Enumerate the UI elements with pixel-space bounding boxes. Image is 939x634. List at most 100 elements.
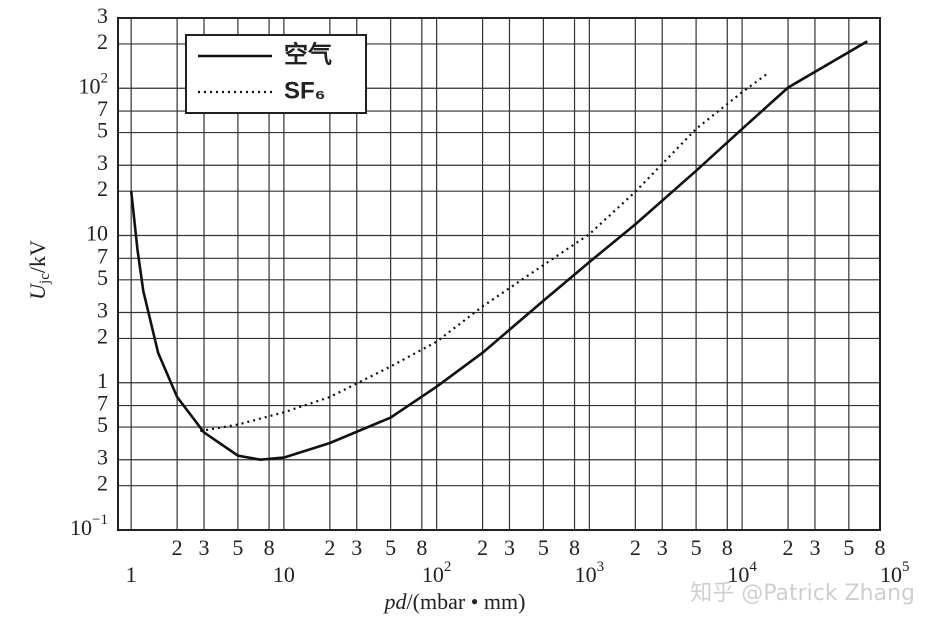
x-tick-label: 3 <box>504 535 515 560</box>
y-tick-label-text: 7 <box>97 391 108 416</box>
x-tick-label: 2 <box>477 535 488 560</box>
y-tick-label: 5 <box>97 118 108 143</box>
x-tick-label: 103 <box>575 559 605 587</box>
x-tick-label: 2 <box>172 535 183 560</box>
y-tick-label-sup: −1 <box>92 512 108 528</box>
x-tick-label: 2 <box>324 535 335 560</box>
y-tick-label: 3 <box>97 3 108 28</box>
x-tick-label: 104 <box>727 559 757 587</box>
y-tick-label: 5 <box>97 265 108 290</box>
y-tick-label: 3 <box>97 150 108 175</box>
y-tick-label: 10−1 <box>70 512 108 540</box>
y-tick-label: 2 <box>97 471 108 496</box>
x-tick-label: 8 <box>722 535 733 560</box>
x-tick-label: 5 <box>691 535 702 560</box>
x-tick-label-sup: 4 <box>749 559 757 575</box>
x-tick-label-text: 2 <box>477 535 488 560</box>
x-tick-label-sup: 5 <box>902 559 910 575</box>
x-tick-label-text: 5 <box>385 535 396 560</box>
y-label-var: U <box>25 282 50 300</box>
x-tick-label: 8 <box>264 535 275 560</box>
y-tick-label-text: 5 <box>97 412 108 437</box>
x-tick-label-text: 3 <box>657 535 668 560</box>
y-tick-label-text: 3 <box>97 3 108 28</box>
x-tick-label-text: 8 <box>264 535 275 560</box>
y-tick-label-text: 2 <box>97 176 108 201</box>
x-tick-label-text: 3 <box>504 535 515 560</box>
legend-label: SF₆ <box>284 77 326 104</box>
x-tick-label-text: 8 <box>875 535 886 560</box>
y-tick-label: 7 <box>97 243 108 268</box>
x-tick-label: 1 <box>126 562 137 587</box>
x-tick-label-text: 10 <box>727 562 749 587</box>
x-tick-label-text: 10 <box>575 562 597 587</box>
y-tick-label-text: 1 <box>97 368 108 393</box>
y-tick-label: 10 <box>86 221 108 246</box>
x-tick-label-text: 2 <box>324 535 335 560</box>
x-tick-label-text: 5 <box>843 535 854 560</box>
plot-frame <box>117 17 881 531</box>
y-tick-label-text: 2 <box>97 29 108 54</box>
x-tick-label: 8 <box>416 535 427 560</box>
x-tick-label: 2 <box>783 535 794 560</box>
x-tick-label: 8 <box>875 535 886 560</box>
y-axis-label: Ujc/kV <box>25 240 53 300</box>
y-tick-label: 3 <box>97 298 108 323</box>
y-tick-label: 7 <box>97 391 108 416</box>
y-label-unit: /kV <box>25 240 50 273</box>
x-tick-label: 3 <box>809 535 820 560</box>
y-tick-label-text: 10 <box>86 221 108 246</box>
x-tick-label-text: 8 <box>722 535 733 560</box>
y-tick-label-text: 10 <box>70 515 92 540</box>
x-tick-label-text: 3 <box>199 535 210 560</box>
x-tick-label: 5 <box>232 535 243 560</box>
x-tick-label-text: 2 <box>783 535 794 560</box>
x-tick-label-sup: 3 <box>597 559 605 575</box>
y-tick-label: 1 <box>97 368 108 393</box>
x-tick-label: 5 <box>843 535 854 560</box>
x-tick-label-text: 3 <box>351 535 362 560</box>
legend-box <box>185 34 367 114</box>
y-tick-label: 2 <box>97 323 108 348</box>
x-tick-label: 5 <box>385 535 396 560</box>
series-line <box>129 40 868 462</box>
x-tick-label-text: 5 <box>538 535 549 560</box>
x-tick-label: 5 <box>538 535 549 560</box>
x-tick-label-text: 8 <box>416 535 427 560</box>
y-tick-label-text: 7 <box>97 96 108 121</box>
y-tick-label-text: 7 <box>97 243 108 268</box>
y-tick-label-text: 2 <box>97 323 108 348</box>
y-tick-label-text: 3 <box>97 445 108 470</box>
y-tick-label: 102 <box>79 71 109 99</box>
y-tick-label-text: 2 <box>97 471 108 496</box>
x-tick-label-text: 2 <box>172 535 183 560</box>
x-tick-label: 3 <box>657 535 668 560</box>
y-tick-label-sup: 2 <box>101 71 109 87</box>
x-tick-label: 10 <box>273 562 295 587</box>
y-tick-label-text: 10 <box>79 73 101 98</box>
x-tick-label: 102 <box>422 559 452 587</box>
x-tick-label: 3 <box>351 535 362 560</box>
x-tick-label: 8 <box>569 535 580 560</box>
x-tick-label-text: 5 <box>691 535 702 560</box>
x-axis-label: pd/(mbar • mm) <box>383 589 526 614</box>
y-tick-label: 7 <box>97 96 108 121</box>
x-tick-label-text: 3 <box>809 535 820 560</box>
y-tick-label-text: 5 <box>97 265 108 290</box>
x-tick-label-text: 1 <box>126 562 137 587</box>
x-tick-label-text: 10 <box>273 562 295 587</box>
y-tick-label: 2 <box>97 29 108 54</box>
y-tick-label: 5 <box>97 412 108 437</box>
x-tick-label-text: 8 <box>569 535 580 560</box>
x-label-unit: /(mbar • mm) <box>407 589 526 614</box>
x-tick-label-text: 10 <box>422 562 444 587</box>
y-label-sub: jc <box>37 273 53 285</box>
y-tick-label-text: 3 <box>97 298 108 323</box>
y-tick-label: 3 <box>97 445 108 470</box>
x-tick-label: 3 <box>199 535 210 560</box>
x-tick-label-sup: 2 <box>444 559 452 575</box>
x-label-var: pd <box>383 589 408 614</box>
y-tick-label: 2 <box>97 176 108 201</box>
x-tick-label: 2 <box>630 535 641 560</box>
